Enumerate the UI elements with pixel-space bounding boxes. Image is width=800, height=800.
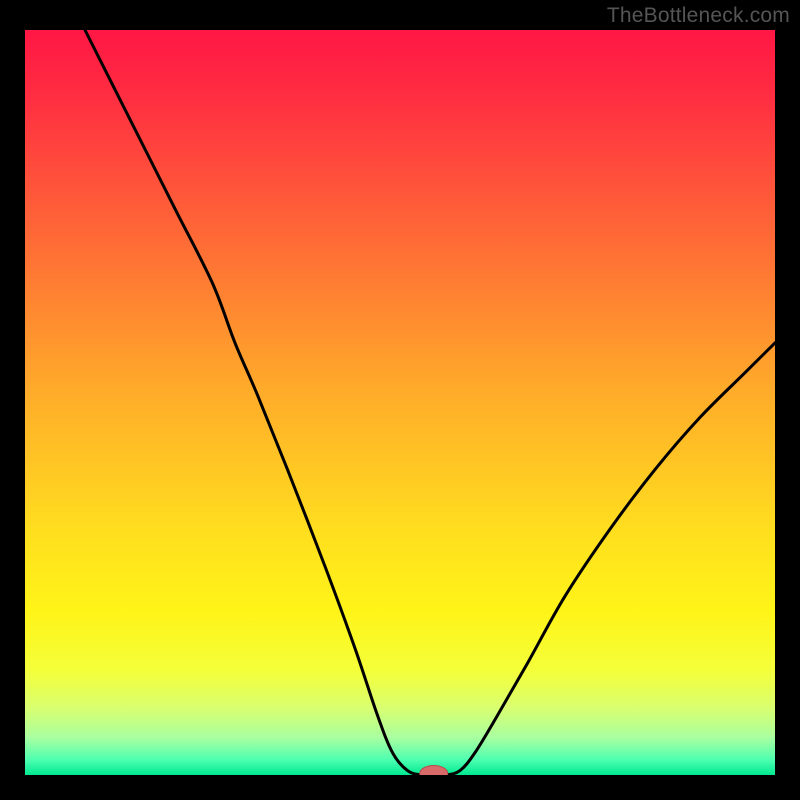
watermark-label: TheBottleneck.com [607,4,790,28]
plot-background [25,30,775,775]
chart-frame: TheBottleneck.com [0,0,800,800]
frame-border [0,0,25,800]
bottleneck-chart [0,0,800,800]
frame-border [775,0,800,800]
frame-border [0,775,800,800]
